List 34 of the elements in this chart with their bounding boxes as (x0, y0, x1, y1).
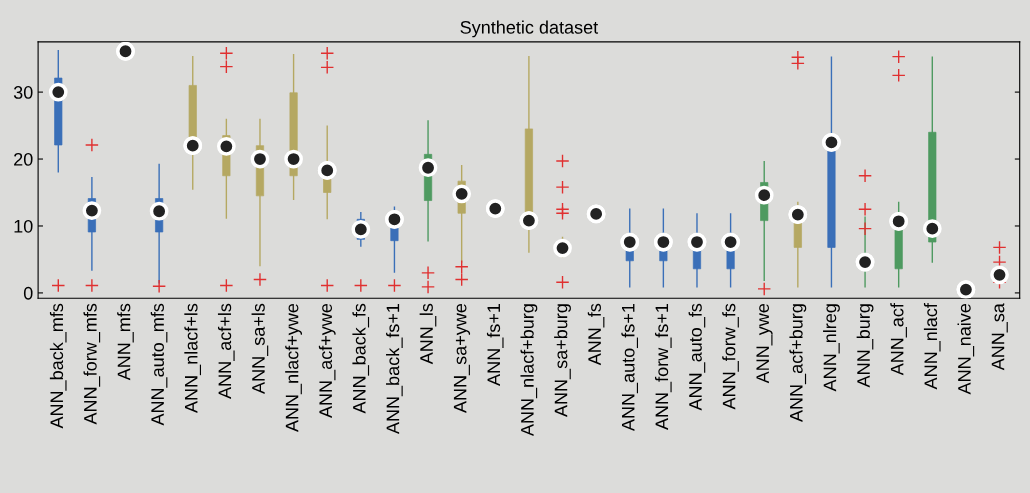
x-tick-label: ANN_nlacf+ywe (285, 303, 303, 433)
x-tick-label: ANN_acf+ywe (318, 303, 336, 418)
x-tick-label: ANN_acf+ls (217, 303, 235, 399)
x-tick-label: ANN_auto_fs (688, 303, 706, 411)
x-tick-label: ANN_auto_fs+1 (621, 304, 639, 432)
x-tick-label: ANN_burg (856, 304, 874, 388)
x-tick-label: ANN_nlacf (923, 303, 941, 390)
x-tick-label: ANN_back_fs+1 (386, 304, 403, 435)
x-tick-label: ANN_back_mfs (49, 303, 67, 429)
x-tick-label: ANN_auto_mfs (150, 303, 168, 426)
x-tick-label: ANN_nlacf+burg (520, 304, 538, 437)
y-tick-label: 20 (14, 152, 33, 166)
x-tick-label: ANN_ywe (756, 303, 773, 384)
x-tick-label: ANN_acf+burg (789, 304, 807, 423)
x-tick-label: ANN_mfs (117, 303, 134, 381)
x-tick-label: ANN_nlacf+ls (184, 303, 201, 413)
chart-title: Synthetic dataset (460, 20, 599, 38)
y-tick-label: 10 (14, 219, 33, 233)
x-tick-label: ANN_sa+burg (554, 304, 571, 417)
x-tick-label: ANN_forw_mfs (83, 303, 101, 425)
x-tick-label: ANN_naive (957, 303, 975, 395)
x-tick-label: ANN_back_fs (352, 303, 370, 414)
x-tick-label: ANN_forw_fs+1 (654, 304, 672, 431)
x-tick-label: ANN_ls (419, 303, 437, 365)
x-tick-label: ANN_forw_fs (722, 303, 739, 410)
x-tick-label: ANN_sa (991, 303, 1008, 371)
x-tick-label: ANN_nlreg (823, 304, 840, 392)
x-tick-label: ANN_fs (587, 303, 605, 366)
y-tick-label: 30 (13, 86, 33, 99)
y-tick-label: 0 (23, 286, 33, 300)
x-tick-label: ANN_sa+ls (251, 303, 269, 394)
x-tick-label: ANN_sa+ywe (453, 303, 471, 413)
x-tick-label: ANN_acf (890, 303, 907, 376)
x-tick-label: ANN_fs+1 (486, 304, 504, 386)
